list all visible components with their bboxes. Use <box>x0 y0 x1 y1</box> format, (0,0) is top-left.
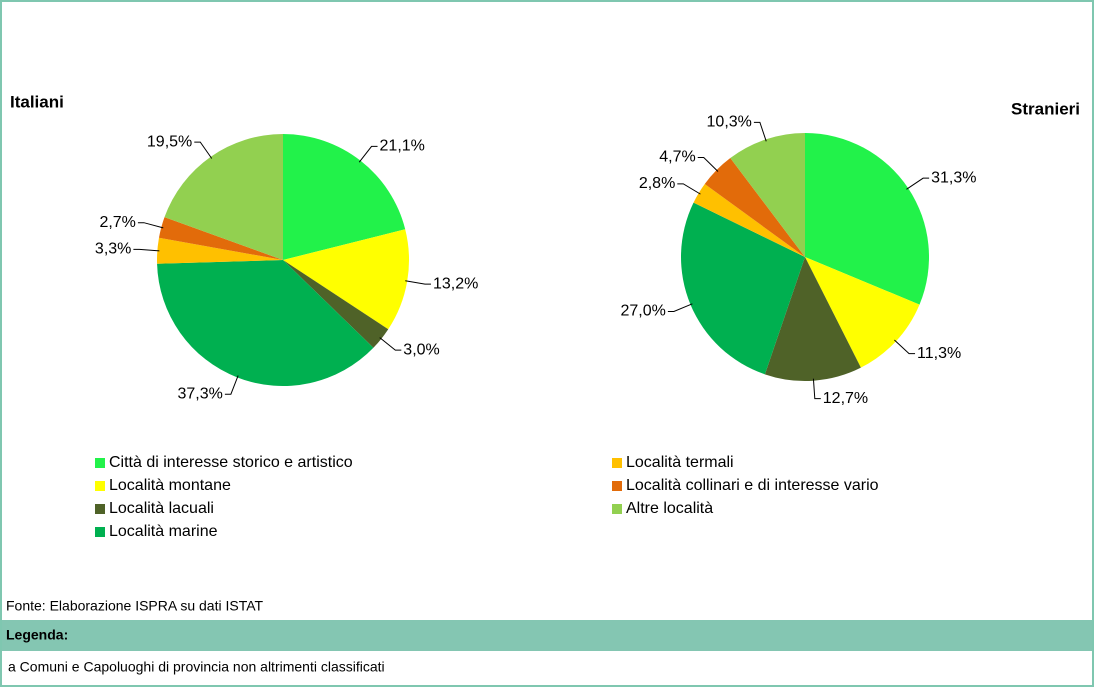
legend-title: Legenda: <box>6 627 68 643</box>
legend-swatch <box>95 504 105 514</box>
legend-label: Altre località <box>626 500 713 517</box>
pie-slice <box>283 229 409 330</box>
data-label: 4,7% <box>659 149 695 166</box>
leader-line <box>133 248 160 252</box>
legend-label: Località lacuali <box>109 500 214 517</box>
legend-swatch <box>612 504 622 514</box>
data-label: 21,1% <box>380 138 425 155</box>
leader-line <box>894 339 916 355</box>
pie-slice <box>164 134 283 260</box>
leader-line <box>405 280 431 285</box>
data-label: 19,5% <box>147 133 192 150</box>
pie-slice <box>704 158 805 257</box>
legend-swatch <box>95 481 105 491</box>
data-label: 2,8% <box>639 175 675 192</box>
legend-band <box>2 620 1092 651</box>
legend-label: Località montane <box>109 477 231 494</box>
data-label: 3,0% <box>403 341 439 358</box>
data-label: 31,3% <box>931 169 976 186</box>
pie-slice <box>158 217 283 260</box>
data-label: 27,0% <box>620 303 665 320</box>
pie-slice <box>805 257 920 368</box>
leader-line <box>906 177 930 190</box>
legend-swatch <box>612 458 622 468</box>
note: a Comuni e Capoluoghi di provincia non a… <box>8 659 385 675</box>
leader-line <box>137 222 164 229</box>
data-label: 12,7% <box>823 390 868 407</box>
chart-title: Stranieri <box>1011 99 1080 118</box>
pie-slice <box>680 202 805 375</box>
pie-slice <box>805 133 929 305</box>
pie-slice <box>157 237 283 264</box>
chart-title: Italiani <box>10 92 64 111</box>
data-label: 13,2% <box>433 275 478 292</box>
leader-line <box>667 303 693 312</box>
legend-swatch <box>612 481 622 491</box>
pie-slice <box>693 184 805 257</box>
leader-line <box>194 141 213 159</box>
leader-line <box>379 337 402 351</box>
data-label: 3,3% <box>95 241 131 258</box>
pie-slice <box>764 257 861 382</box>
legend-swatch <box>95 527 105 537</box>
legend-label: Località termali <box>626 454 734 471</box>
data-label: 11,3% <box>917 345 961 362</box>
data-label: 10,3% <box>707 114 752 131</box>
pie-slice <box>157 260 374 386</box>
leader-line <box>358 145 378 163</box>
leader-line <box>224 375 239 395</box>
leader-line <box>753 121 767 142</box>
leader-line <box>677 183 701 195</box>
pie-slice <box>730 133 805 257</box>
legend-label: Località collinari e di interesse vario <box>626 477 879 494</box>
legend-swatch <box>95 458 105 468</box>
leader-line <box>697 156 719 172</box>
source: Fonte: Elaborazione ISPRA su dati ISTAT <box>6 598 264 614</box>
pie-slice <box>283 134 406 260</box>
data-label: 37,3% <box>178 385 223 402</box>
legend-label: Località marine <box>109 523 218 540</box>
pie-slice <box>283 260 389 348</box>
legend-label: Città di interesse storico e artistico <box>109 454 353 471</box>
data-label: 2,7% <box>99 214 135 231</box>
leader-line <box>812 378 821 400</box>
